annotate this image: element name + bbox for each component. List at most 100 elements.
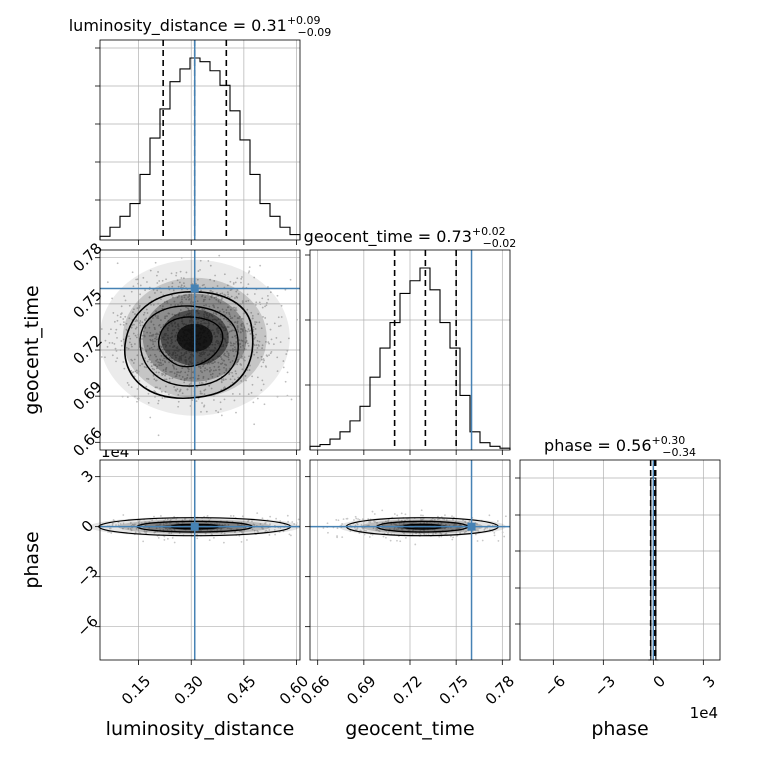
ld-ph-sample-point	[275, 517, 278, 520]
ld-gt-sample-point	[100, 328, 103, 330]
ld-gt-sample-point	[219, 314, 222, 317]
ld-gt-sample-point	[133, 358, 136, 361]
gt-ph-sample-point	[458, 527, 461, 530]
ld-gt-sample-point	[233, 378, 236, 381]
ld-gt-sample-point	[227, 358, 230, 361]
ld-gt-sample-point	[208, 362, 211, 365]
ld-gt-sample-point	[268, 342, 270, 345]
ld-gt-sample-point	[249, 333, 252, 335]
ld-gt-sample-point	[232, 342, 235, 345]
ld-gt-sample-point	[187, 296, 190, 299]
ld-gt-sample-point	[211, 372, 214, 375]
ld-gt-sample-point	[203, 315, 206, 318]
offset-text-phase-x: 1e4	[690, 704, 718, 722]
ld-gt-sample-point	[267, 286, 269, 288]
ld-gt-sample-point	[159, 358, 161, 361]
ld-gt-sample-point	[154, 340, 156, 343]
ld-gt-sample-point	[188, 383, 191, 386]
ld-ph-sample-point	[169, 528, 171, 531]
ld-gt-sample-point	[247, 345, 250, 347]
ld-gt-sample-point	[130, 290, 133, 293]
ld-gt-sample-point	[236, 328, 239, 331]
gt-ph-sample-point	[369, 521, 372, 523]
ld-gt-sample-point	[253, 423, 256, 426]
ld-gt-sample-point	[185, 298, 188, 301]
ld-gt-sample-point	[211, 343, 214, 346]
ld-gt-sample-point	[168, 361, 170, 364]
ld-gt-sample-point	[203, 322, 206, 325]
ld-gt-sample-point	[231, 348, 234, 350]
ld-gt-sample-point	[241, 302, 244, 304]
ld-gt-sample-point	[276, 370, 279, 373]
ld-gt-sample-point	[180, 284, 183, 287]
ld-gt-sample-point	[225, 364, 228, 366]
ld-gt-sample-point	[147, 378, 150, 380]
ld-gt-sample-point	[199, 268, 201, 271]
ld-gt-sample-point	[264, 305, 266, 308]
ld-gt-sample-point	[286, 349, 289, 352]
ld-gt-sample-point	[132, 332, 135, 335]
ld-gt-sample-point	[122, 323, 125, 326]
ld-gt-sample-point	[150, 346, 153, 349]
ld-gt-sample-point	[173, 367, 176, 370]
ld-gt-sample-point	[218, 254, 221, 257]
ld-gt-sample-point	[128, 304, 131, 307]
ld-gt-sample-point	[186, 307, 189, 310]
geocent-time-x-xtick-label-3: 0.75	[436, 672, 472, 708]
ld-gt-sample-point	[177, 314, 180, 316]
ld-gt-sample-point	[256, 376, 259, 379]
ld-gt-sample-point	[236, 277, 239, 280]
ld-gt-sample-point	[199, 370, 202, 372]
ld-gt-sample-point	[174, 334, 177, 337]
gt-ph-sample-point	[415, 532, 417, 535]
ld-gt-sample-point	[195, 318, 198, 320]
ld-gt-sample-point	[156, 282, 159, 284]
gt-ph-sample-point	[399, 540, 402, 543]
ld-gt-sample-point	[154, 292, 156, 294]
ld-gt-sample-point	[167, 354, 170, 356]
ld-gt-sample-point	[162, 324, 165, 326]
ld-gt-sample-point	[182, 323, 185, 326]
ld-gt-sample-point	[255, 333, 257, 336]
ld-gt-sample-point	[175, 356, 177, 359]
ld-gt-sample-point	[185, 350, 188, 353]
ld-gt-sample-point	[116, 319, 119, 322]
ld-gt-sample-point	[178, 374, 181, 377]
ld-gt-sample-point	[246, 342, 249, 345]
ld-ph-sample-point	[165, 522, 168, 525]
ld-gt-sample-point	[207, 354, 209, 357]
ld-gt-sample-point	[213, 318, 216, 321]
panel-ld-vs-geocent: 0.660.690.720.750.78	[69, 239, 301, 460]
ld-gt-sample-point	[231, 336, 234, 339]
ld-gt-sample-point	[187, 313, 189, 315]
ld-gt-sample-point	[208, 370, 211, 372]
ld-gt-sample-point	[254, 328, 257, 330]
ld-gt-sample-point	[245, 329, 247, 332]
gt-ph-sample-point	[432, 533, 434, 535]
gt-ph-truth-marker	[467, 522, 476, 531]
ld-gt-sample-point	[170, 338, 173, 341]
gt-ph-sample-point	[368, 521, 371, 523]
ld-ph-sample-point	[240, 530, 243, 533]
ld-gt-sample-point	[171, 329, 174, 332]
ld-gt-sample-point	[152, 304, 155, 306]
ld-gt-sample-point	[192, 301, 195, 304]
ld-gt-sample-point	[156, 274, 158, 277]
gt-ph-sample-point	[371, 510, 374, 513]
ld-gt-sample-point	[282, 366, 285, 369]
ld-gt-sample-point	[191, 371, 194, 374]
ld-gt-sample-point	[209, 278, 212, 281]
ld-gt-sample-point	[200, 289, 202, 292]
ld-gt-sample-point	[191, 362, 194, 365]
ld-gt-sample-point	[229, 308, 232, 311]
ld-ph-sample-point	[129, 527, 132, 530]
ld-gt-sample-point	[164, 334, 167, 337]
gt-ph-sample-point	[437, 515, 439, 518]
ld-gt-sample-point	[227, 320, 230, 323]
ld-gt-sample-point	[132, 311, 134, 314]
ld-gt-sample-point	[266, 301, 268, 304]
ld-gt-sample-point	[164, 317, 166, 319]
ld-gt-sample-point	[215, 409, 217, 412]
ld-gt-sample-point	[171, 285, 174, 288]
ld-gt-sample-point	[166, 327, 169, 330]
